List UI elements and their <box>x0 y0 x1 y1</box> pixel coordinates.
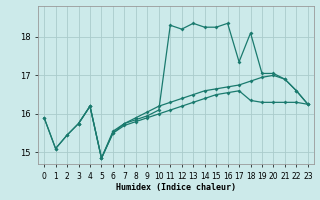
X-axis label: Humidex (Indice chaleur): Humidex (Indice chaleur) <box>116 183 236 192</box>
